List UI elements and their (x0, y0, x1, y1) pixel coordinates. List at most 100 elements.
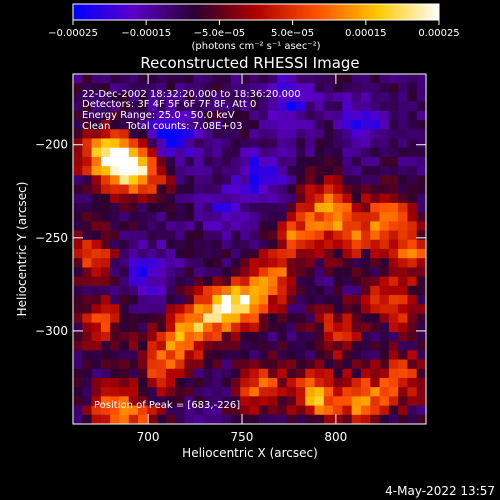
heatmap-cell (230, 212, 241, 222)
heatmap-cell (82, 239, 93, 250)
heatmap-cell (193, 359, 204, 370)
colorbar-units: (photons cm⁻² s⁻¹ asec⁻²) (191, 41, 320, 52)
y-tick-label: −250 (35, 231, 68, 245)
heatmap-cell (416, 276, 426, 287)
heatmap-cell (370, 184, 381, 195)
heatmap-cell (323, 230, 334, 241)
heatmap-cell (91, 156, 102, 167)
heatmap-cell (314, 166, 325, 176)
heatmap-cell (268, 92, 278, 103)
heatmap-cell (138, 230, 148, 241)
heatmap-cell (333, 295, 343, 305)
heatmap-cell (379, 110, 390, 121)
heatmap-cell (314, 120, 325, 130)
heatmap-cell (73, 341, 83, 351)
heatmap-cell (268, 129, 278, 140)
heatmap-cell (184, 230, 195, 241)
heatmap-cell (138, 74, 148, 84)
heatmap-cell (138, 359, 148, 370)
x-tick-label: 700 (137, 430, 160, 444)
heatmap-cell (323, 350, 334, 361)
heatmap-cell (119, 414, 130, 424)
heatmap-cell (128, 285, 139, 296)
heatmap-cell (73, 184, 83, 195)
colorbar-tick-label: −0.00015 (121, 28, 171, 39)
heatmap-cell (212, 331, 223, 342)
heatmap-cell (277, 414, 288, 424)
heatmap-cell (398, 175, 409, 186)
heatmap-cell (295, 331, 306, 342)
heatmap-cell (73, 147, 83, 158)
heatmap-cell (379, 193, 390, 204)
heatmap-cell (249, 322, 260, 333)
heatmap-cell (73, 405, 83, 416)
heatmap-cell (100, 396, 111, 407)
heatmap-cell (73, 322, 83, 333)
heatmap-cell (388, 377, 399, 388)
heatmap-cell (203, 258, 213, 269)
heatmap-cell (119, 295, 130, 305)
heatmap-cell (295, 156, 306, 167)
heatmap-cell (314, 156, 325, 167)
heatmap-cell (156, 322, 167, 333)
heatmap-cell (73, 258, 83, 269)
heatmap-cell (305, 313, 316, 324)
heatmap-cell (286, 110, 297, 121)
heatmap-cell (305, 396, 316, 407)
heatmap-cell (379, 304, 390, 315)
heatmap-cell (147, 387, 158, 397)
heatmap-cell (175, 92, 186, 103)
heatmap-cell (286, 377, 297, 388)
heatmap-cell (351, 156, 362, 167)
heatmap-cell (147, 184, 158, 195)
heatmap-cell (138, 322, 148, 333)
heatmap-cell (370, 166, 381, 176)
heatmap-cell (323, 83, 334, 94)
heatmap-cell (333, 101, 343, 112)
heatmap-cell (370, 138, 381, 149)
heatmap-cell (128, 359, 139, 370)
heatmap-cell (407, 387, 418, 397)
heatmap-cell (212, 249, 223, 259)
heatmap-cell (240, 276, 251, 287)
heatmap-cell (360, 120, 371, 130)
heatmap-cell (398, 202, 409, 213)
heatmap-cell (184, 377, 195, 388)
heatmap-cell (268, 221, 278, 232)
heatmap-cell (230, 175, 241, 186)
heatmap-cell (212, 138, 223, 149)
heatmap-cell (91, 285, 102, 296)
heatmap-cell (268, 387, 278, 397)
heatmap-cell (212, 405, 223, 416)
heatmap-cell (110, 267, 121, 278)
heatmap-cell (249, 377, 260, 388)
heatmap-cell (416, 249, 426, 259)
heatmap-cell (128, 74, 139, 84)
heatmap-cell (277, 230, 288, 241)
heatmap-cell (175, 193, 186, 204)
heatmap-cell (370, 83, 381, 94)
heatmap-cell (91, 405, 102, 416)
heatmap-cell (342, 322, 353, 333)
heatmap-cell (398, 101, 409, 112)
heatmap-cell (370, 368, 381, 379)
heatmap-cell (398, 110, 409, 121)
heatmap-cell (221, 322, 232, 333)
heatmap-cell (398, 267, 409, 278)
heatmap-cell (175, 331, 186, 342)
heatmap-cell (388, 368, 399, 379)
x-tick-label: 800 (324, 430, 347, 444)
heatmap-cell (175, 120, 186, 130)
heatmap-cell (370, 147, 381, 158)
heatmap-cell (73, 212, 83, 222)
heatmap-cell (379, 258, 390, 269)
heatmap-cell (82, 304, 93, 315)
heatmap-cell (286, 368, 297, 379)
heatmap-cell (203, 304, 213, 315)
heatmap-cell (165, 74, 176, 84)
heatmap-cell (147, 193, 158, 204)
heatmap-cell (407, 83, 418, 94)
heatmap-cell (388, 129, 399, 140)
heatmap-cell (82, 341, 93, 351)
heatmap-cell (333, 230, 343, 241)
